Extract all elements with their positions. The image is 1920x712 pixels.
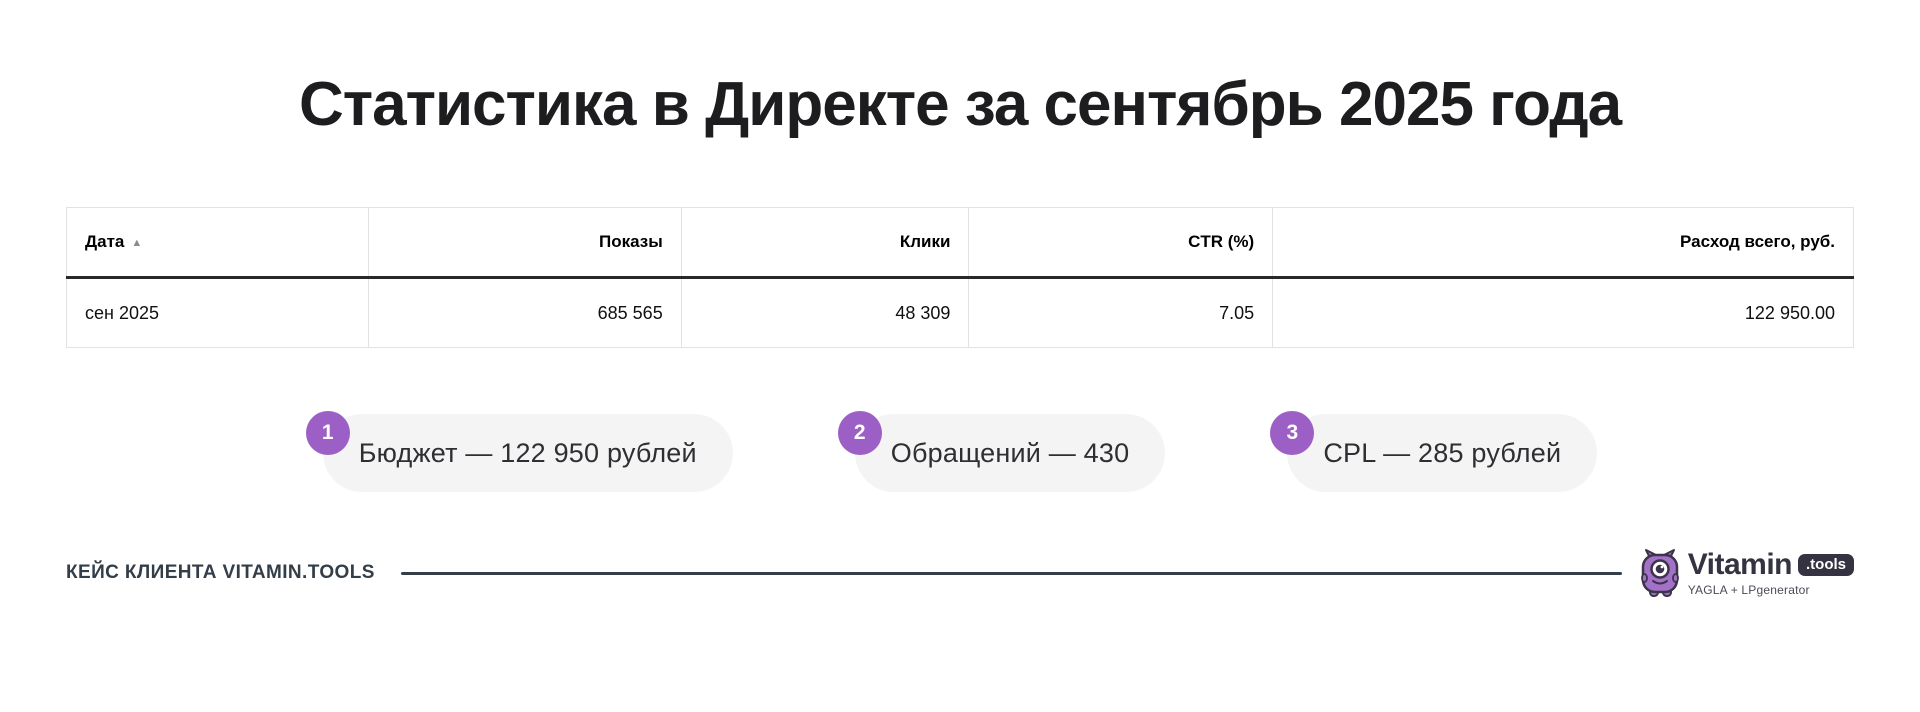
footer: КЕЙС КЛИЕНТА VITAMIN.TOOLS Vitamin .tool… [66, 548, 1854, 598]
metric-callouts-row: 1 Бюджет — 122 950 рублей 2 Обращений — 430… [66, 411, 1854, 493]
table-cell: 122 950.00 [1272, 277, 1854, 348]
column-header-2[interactable]: Показы [368, 207, 682, 280]
table-cell: сен 2025 [85, 302, 159, 323]
table-cell: 48 309 [680, 277, 969, 348]
monster-mascot-icon [1640, 549, 1679, 598]
metric-number-badge: 2 [837, 411, 882, 456]
case-slide: Статистика в Директе за сентябрь 2025 го… [0, 70, 1920, 598]
column-header-3[interactable]: Клики [680, 207, 969, 280]
footer-case-label: КЕЙС КЛИЕНТА VITAMIN.TOOLS [66, 562, 375, 584]
metric-text: CPL — 285 рублей [1323, 437, 1562, 468]
direct-stats-table: Дата ▲ Показы Клики CTR (%) Расход всего, руб… [66, 207, 1854, 349]
metric-callout-3: 3 CPL — 285 рублей [1270, 411, 1598, 493]
column-label: Показы [598, 232, 663, 252]
stats-table-head-row: Дата ▲ Показы Клики CTR (%) Расход всего, руб… [66, 207, 1854, 280]
column-label: CTR (%) [1188, 232, 1255, 252]
logo-tools-badge: .tools [1798, 554, 1854, 577]
metric-number-badge: 1 [305, 411, 350, 456]
metric-callout-1: 1 Бюджет — 122 950 рублей [305, 411, 733, 493]
logo-text: Vitamin .tools YAGLA + LPgenerator [1688, 550, 1854, 596]
table-row: сен 2025 685 565 48 309 7.05 122 950.00 [67, 277, 1854, 348]
column-label: Дата [85, 232, 125, 252]
metric-number-badge: 3 [1270, 411, 1315, 456]
column-header-4[interactable]: CTR (%) [968, 207, 1273, 280]
sort-ascending-icon: ▲ [131, 237, 143, 250]
table-cell: 7.05 [968, 277, 1273, 348]
logo-wordmark: Vitamin [1687, 548, 1793, 582]
column-label: Клики [899, 232, 951, 252]
metric-text: Обращений — 430 [890, 437, 1130, 468]
column-label: Расход всего, руб. [1680, 232, 1835, 252]
logo-subtitle: YAGLA + LPgenerator [1687, 583, 1810, 598]
footer-divider-line [400, 571, 1622, 575]
metric-callout-2: 2 Обращений — 430 [837, 411, 1166, 493]
table-cell: 685 565 [368, 277, 682, 348]
vitamin-tools-logo: Vitamin .tools YAGLA + LPgenerator [1640, 548, 1854, 598]
column-header-1[interactable]: Дата ▲ [66, 207, 369, 280]
column-header-5[interactable]: Расход всего, руб. [1272, 207, 1854, 280]
page-title: Статистика в Директе за сентябрь 2025 го… [298, 70, 1622, 139]
metric-text: Бюджет — 122 950 рублей [358, 437, 697, 468]
stats-table-body: сен 2025 685 565 48 309 7.05 122 950.00 [67, 277, 1854, 348]
